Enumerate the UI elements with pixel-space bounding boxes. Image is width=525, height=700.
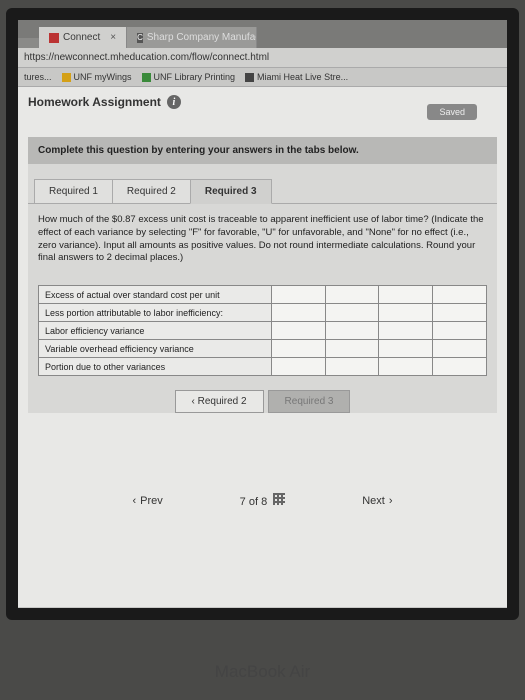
url-text: https://newconnect.mheducation.com/flow/… (24, 52, 269, 63)
tab-icon-c: C (137, 33, 143, 43)
cell-input[interactable] (271, 322, 325, 340)
bookmark-icon (142, 73, 151, 82)
row-label: Variable overhead efficiency variance (39, 340, 272, 358)
cell-input[interactable] (271, 286, 325, 304)
tab-label: Required 1 (49, 186, 98, 197)
cell-input[interactable] (379, 286, 433, 304)
tab-nav-buttons: ‹ Required 2 Required 3 (28, 390, 497, 413)
tab-label: Required 3 (205, 186, 257, 197)
question-panel: Complete this question by entering your … (28, 137, 497, 413)
chevron-left-icon: ‹ (133, 495, 137, 507)
pager-position: 7 of 8 (240, 493, 286, 508)
instruction-bar: Complete this question by entering your … (28, 137, 497, 164)
tab-icon-red (49, 33, 59, 43)
cell-input[interactable] (271, 358, 325, 376)
required-tabs: Required 1 Required 2 Required 3 (28, 178, 497, 204)
table-row: Portion due to other variances (39, 358, 487, 376)
url-bar[interactable]: https://newconnect.mheducation.com/flow/… (18, 48, 507, 68)
cell-input[interactable] (379, 358, 433, 376)
cell-input[interactable] (433, 358, 487, 376)
row-label: Labor efficiency variance (39, 322, 272, 340)
tab-required-1[interactable]: Required 1 (34, 179, 113, 204)
question-text: How much of the $0.87 excess unit cost i… (28, 204, 497, 275)
bookmark-library[interactable]: UNF Library Printing (142, 72, 236, 82)
instruction-text: Complete this question by entering your … (38, 145, 359, 156)
table-row: Excess of actual over standard cost per … (39, 286, 487, 304)
cell-input[interactable] (433, 304, 487, 322)
cell-input[interactable] (379, 322, 433, 340)
page-content: Homework Assignment i Saved Complete thi… (18, 87, 507, 607)
pager-pos-text: 7 of 8 (240, 496, 268, 508)
next-button[interactable]: Next › (362, 495, 392, 507)
device-label: MacBook Air (0, 662, 525, 682)
screen-frame: Connect × C Sharp Company Manufactur × h… (6, 8, 519, 620)
question-pager: ‹ Prev 7 of 8 Next › (133, 493, 393, 508)
cell-input[interactable] (325, 322, 379, 340)
tab-label: Required 2 (127, 186, 176, 197)
question-body: How much of the $0.87 excess unit cost i… (38, 214, 484, 263)
cell-input[interactable] (379, 304, 433, 322)
cell-input[interactable] (271, 304, 325, 322)
next-tab-button: Required 3 (268, 390, 351, 413)
bookmark-label: Miami Heat Live Stre... (257, 72, 348, 82)
device-name: MacBook Air (215, 662, 310, 681)
info-icon[interactable]: i (167, 95, 181, 109)
tab-required-3[interactable]: Required 3 (190, 179, 272, 204)
row-label: Less portion attributable to labor ineff… (39, 304, 272, 322)
btn-label: Required 2 (198, 396, 247, 407)
cell-input[interactable] (325, 340, 379, 358)
cell-input[interactable] (433, 322, 487, 340)
cell-input[interactable] (379, 340, 433, 358)
cell-input[interactable] (433, 286, 487, 304)
browser-tabs: Connect × C Sharp Company Manufactur × (18, 20, 507, 48)
bookmark-icon (245, 73, 254, 82)
bookmark-icon (62, 73, 71, 82)
saved-label: Saved (439, 107, 465, 117)
bookmarks-prefix: tures... (24, 72, 52, 82)
saved-badge: Saved (427, 104, 477, 120)
cell-input[interactable] (271, 340, 325, 358)
bookmarks-bar: tures... UNF myWings UNF Library Printin… (18, 68, 507, 87)
row-label: Excess of actual over standard cost per … (39, 286, 272, 304)
cell-input[interactable] (325, 304, 379, 322)
cell-input[interactable] (325, 358, 379, 376)
next-label: Next (362, 495, 385, 507)
bookmark-mywings[interactable]: UNF myWings (62, 72, 132, 82)
table-row: Labor efficiency variance (39, 322, 487, 340)
close-icon[interactable]: × (110, 32, 116, 43)
cell-input[interactable] (433, 340, 487, 358)
page-title: Homework Assignment (28, 95, 161, 109)
tab-label: Connect (63, 32, 100, 43)
answer-table: Excess of actual over standard cost per … (38, 285, 487, 376)
btn-label: Required 3 (285, 396, 334, 407)
row-label: Portion due to other variances (39, 358, 272, 376)
prev-button[interactable]: ‹ Prev (133, 495, 163, 507)
chevron-right-icon: › (389, 495, 393, 507)
prev-tab-button[interactable]: ‹ Required 2 (175, 390, 264, 413)
tab-required-2[interactable]: Required 2 (112, 179, 191, 204)
bookmark-label: UNF Library Printing (154, 72, 236, 82)
tab-label: Sharp Company Manufactur (147, 32, 257, 43)
browser-tab-sharp[interactable]: C Sharp Company Manufactur × (127, 27, 257, 48)
table-row: Less portion attributable to labor ineff… (39, 304, 487, 322)
tab-left-spacer (18, 38, 39, 48)
bookmark-label: UNF myWings (74, 72, 132, 82)
cell-input[interactable] (325, 286, 379, 304)
prev-label: Prev (140, 495, 163, 507)
browser-tab-connect[interactable]: Connect × (39, 27, 127, 48)
table-row: Variable overhead efficiency variance (39, 340, 487, 358)
grid-icon[interactable] (273, 493, 285, 505)
bookmark-miami[interactable]: Miami Heat Live Stre... (245, 72, 348, 82)
